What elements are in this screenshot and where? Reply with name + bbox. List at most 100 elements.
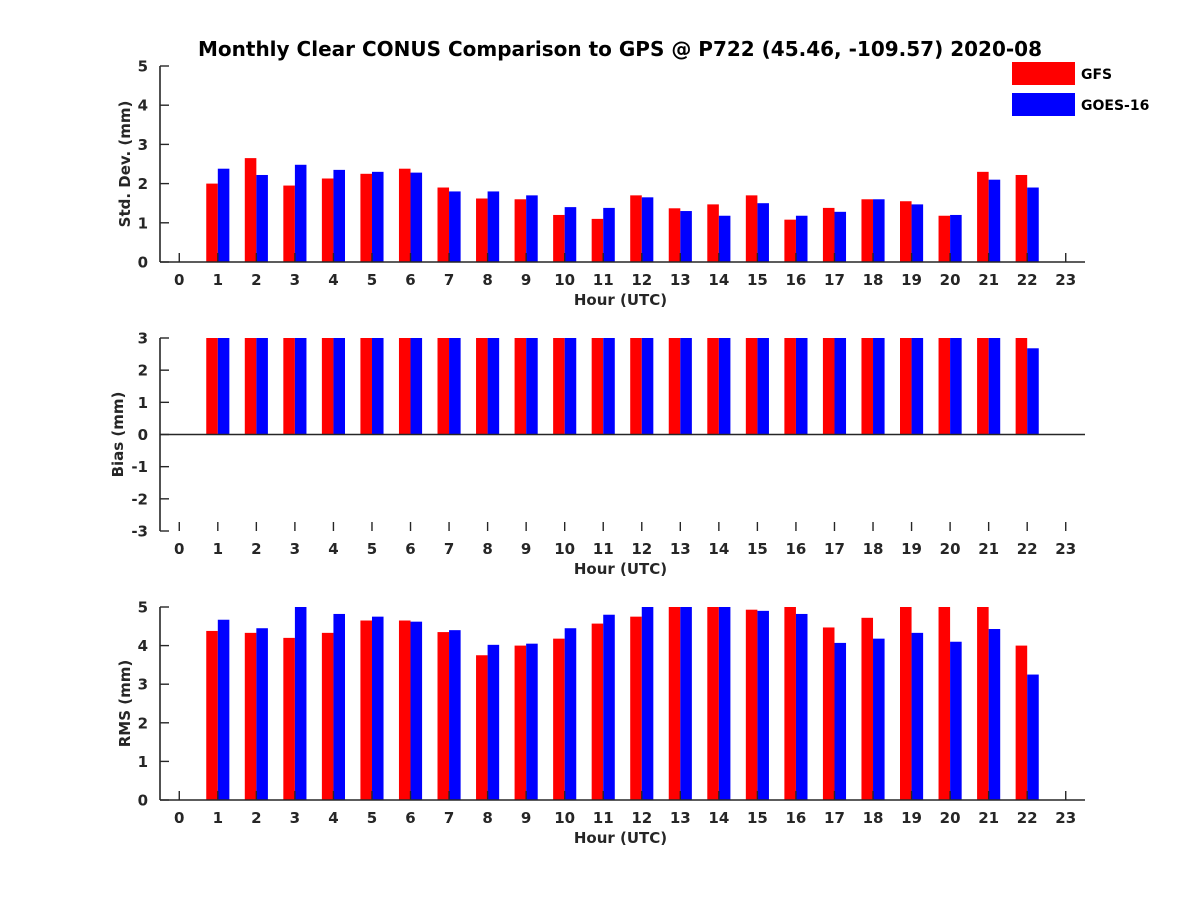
bar-goes16-hour-19 — [911, 204, 924, 262]
y-tick-label-0: 0 — [138, 426, 148, 444]
x-tick-label-22: 22 — [1017, 809, 1038, 827]
bar-goes16-hour-6 — [410, 621, 423, 800]
x-tick-label-21: 21 — [978, 271, 999, 289]
x-tick-label-6: 6 — [405, 809, 415, 827]
y-tick-label-2: 2 — [138, 362, 148, 380]
bar-gfs-hour-18 — [861, 617, 874, 800]
bar-gfs-hour-20 — [938, 215, 951, 262]
bar-gfs-hour-21 — [977, 607, 989, 800]
bar-gfs-hour-5 — [360, 173, 372, 262]
x-tick-label-16: 16 — [786, 271, 807, 289]
bar-gfs-hour-2 — [244, 158, 257, 262]
bar-gfs-hour-14 — [707, 607, 719, 800]
x-tick-label-8: 8 — [482, 809, 492, 827]
bar-gfs-hour-1 — [206, 630, 218, 800]
bar-gfs-hour-1 — [206, 183, 218, 262]
x-tick-label-4: 4 — [328, 271, 338, 289]
x-tick-label-10: 10 — [554, 271, 575, 289]
bar-goes16-hour-13 — [680, 211, 692, 262]
bar-goes16-hour-12 — [641, 338, 654, 435]
y-tick-label-4: 4 — [138, 97, 148, 115]
bar-goes16-hour-2 — [256, 174, 268, 262]
bar-gfs-hour-8 — [476, 198, 488, 262]
bar-gfs-hour-13 — [668, 338, 681, 435]
x-tick-label-14: 14 — [708, 540, 729, 558]
bar-gfs-hour-3 — [283, 338, 295, 435]
x-tick-label-12: 12 — [631, 540, 652, 558]
bar-goes16-hour-5 — [371, 171, 384, 262]
x-tick-label-3: 3 — [290, 809, 300, 827]
y-tick-label-1: 1 — [138, 214, 148, 232]
chart-title: Monthly Clear CONUS Comparison to GPS @ … — [198, 37, 1042, 61]
bar-gfs-hour-16 — [784, 338, 796, 435]
bar-goes16-hour-7 — [449, 191, 461, 262]
x-tick-label-22: 22 — [1017, 540, 1038, 558]
x-tick-label-17: 17 — [824, 809, 845, 827]
bar-goes16-hour-15 — [757, 203, 769, 262]
x-tick-label-13: 13 — [670, 271, 691, 289]
bar-gfs-hour-13 — [668, 607, 681, 800]
x-tick-label-18: 18 — [863, 271, 884, 289]
x-axis-label: Hour (UTC) — [574, 560, 667, 578]
bar-gfs-hour-7 — [437, 632, 450, 800]
bar-goes16-hour-16 — [795, 338, 808, 435]
x-tick-label-10: 10 — [554, 540, 575, 558]
bar-goes16-hour-18 — [873, 638, 885, 800]
bar-goes16-hour-9 — [526, 643, 538, 800]
bar-goes16-hour-21 — [988, 629, 1001, 800]
bar-goes16-hour-1 — [217, 338, 230, 435]
bar-gfs-hour-19 — [900, 338, 912, 435]
y-tick-label-2: 2 — [138, 714, 148, 732]
bar-gfs-hour-8 — [476, 655, 488, 800]
bar-gfs-hour-12 — [630, 195, 642, 262]
bar-goes16-hour-16 — [795, 215, 808, 262]
y-tick-label--2: -2 — [131, 490, 148, 508]
y-axis-label: Bias (mm) — [109, 392, 127, 478]
bar-gfs-hour-22 — [1015, 338, 1028, 435]
bar-gfs-hour-6 — [398, 168, 411, 262]
bar-gfs-hour-9 — [514, 338, 527, 435]
bar-goes16-hour-9 — [526, 195, 538, 262]
bar-gfs-hour-12 — [630, 616, 642, 800]
x-tick-label-5: 5 — [367, 809, 377, 827]
bar-goes16-hour-7 — [449, 630, 461, 800]
bar-goes16-hour-21 — [988, 338, 1001, 435]
legend-label-gfs: GFS — [1081, 67, 1112, 83]
bar-goes16-hour-17 — [834, 211, 847, 262]
bar-gfs-hour-22 — [1015, 645, 1028, 800]
x-tick-label-8: 8 — [482, 540, 492, 558]
x-tick-label-19: 19 — [901, 540, 922, 558]
legend: GFS GOES-16 — [1012, 62, 1149, 116]
bar-goes16-hour-7 — [449, 338, 461, 435]
bar-gfs-hour-3 — [283, 637, 295, 800]
x-tick-label-14: 14 — [708, 271, 729, 289]
bar-gfs-hour-17 — [822, 627, 835, 800]
x-tick-label-6: 6 — [405, 271, 415, 289]
bar-gfs-hour-10 — [553, 638, 565, 800]
y-tick-label-3: 3 — [138, 676, 148, 694]
bar-gfs-hour-22 — [1015, 174, 1028, 262]
y-tick-label-3: 3 — [138, 136, 148, 154]
y-tick-label-5: 5 — [138, 58, 148, 76]
bar-goes16-hour-17 — [834, 642, 847, 800]
panel-3: 0 1 2 3 4 5 6 7 8 9 10 11 12 13 14 15 16 17 18 19 20 21 22 2301… — [116, 599, 1085, 847]
bar-goes16-hour-20 — [950, 338, 962, 435]
bar-goes16-hour-20 — [950, 641, 962, 800]
x-tick-label-0: 0 — [174, 809, 184, 827]
x-tick-label-15: 15 — [747, 809, 768, 827]
bar-gfs-hour-11 — [591, 623, 604, 800]
bar-goes16-hour-4 — [333, 338, 345, 435]
bar-gfs-hour-3 — [283, 185, 295, 262]
bar-gfs-hour-11 — [591, 218, 604, 262]
bar-goes16-hour-18 — [873, 338, 885, 435]
x-tick-label-3: 3 — [290, 540, 300, 558]
bar-gfs-hour-16 — [784, 219, 796, 262]
bar-goes16-hour-18 — [873, 199, 885, 262]
x-axis-label: Hour (UTC) — [574, 291, 667, 309]
x-tick-label-1: 1 — [213, 271, 223, 289]
x-tick-label-5: 5 — [367, 540, 377, 558]
bar-goes16-hour-21 — [988, 179, 1001, 262]
bar-goes16-hour-2 — [256, 628, 268, 800]
bar-goes16-hour-10 — [564, 338, 577, 435]
legend-swatch-goes16 — [1012, 93, 1075, 116]
